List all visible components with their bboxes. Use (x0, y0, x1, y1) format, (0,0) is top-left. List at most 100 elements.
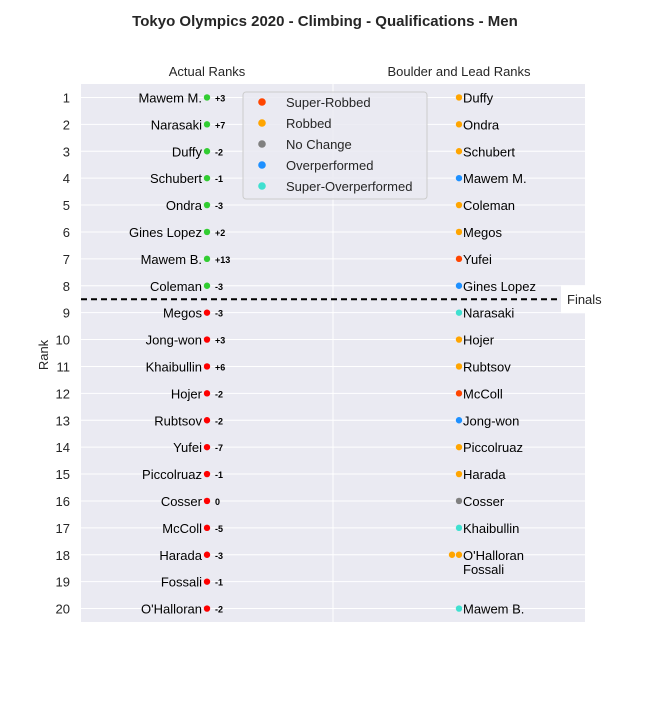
boulder-lead-label-line: Mawem B. (463, 602, 524, 617)
actual-rank-point (203, 282, 211, 289)
legend-entry-label: Robbed (286, 116, 332, 131)
actual-rank-point (203, 363, 211, 370)
boulder-lead-label-line: Coleman (463, 198, 515, 213)
boulder-lead-label-line: Hojer (463, 333, 495, 348)
actual-rank-point (203, 443, 211, 451)
rank-change-label: +13 (215, 255, 230, 265)
legend-marker (258, 140, 266, 148)
rank-change-label: -1 (215, 174, 223, 184)
boulder-lead-rank-point (455, 174, 463, 182)
legend-marker (258, 98, 266, 106)
boulder-lead-rank-point (455, 605, 463, 612)
column-header-actual: Actual Ranks (169, 64, 246, 79)
y-tick-label: 17 (56, 521, 70, 536)
boulder-lead-label-line: Jong-won (463, 413, 519, 428)
rank-change-label: -1 (215, 470, 223, 480)
rank-change-label: +3 (215, 336, 225, 346)
chart-title: Tokyo Olympics 2020 - Climbing - Qualifi… (132, 13, 518, 30)
boulder-lead-rank-point (455, 551, 463, 558)
boulder-lead-label-line: Khaibullin (463, 521, 519, 536)
boulder-lead-label-line: Duffy (463, 90, 494, 105)
actual-athlete-label: Mawem B. (141, 252, 202, 267)
boulder-lead-rank-point (455, 390, 463, 397)
legend-marker (258, 119, 266, 127)
boulder-lead-athlete-label: O'Halloran Fossali (463, 548, 524, 577)
boulder-lead-athlete-label: Harada (463, 467, 506, 482)
boulder-lead-rank-point (455, 282, 463, 289)
rank-change-label: -2 (215, 605, 223, 615)
boulder-lead-athlete-label: Schubert (463, 144, 515, 159)
y-tick-label: 8 (63, 279, 70, 294)
y-tick-label: 13 (56, 413, 70, 428)
legend-entry-label: No Change (286, 137, 352, 152)
rank-change-label: 0 (215, 497, 220, 507)
actual-athlete-label: Cosser (161, 494, 203, 509)
actual-athlete-label: Coleman (150, 279, 202, 294)
column-header-boulder-lead: Boulder and Lead Ranks (387, 64, 531, 79)
boulder-lead-rank-point (455, 417, 463, 424)
rank-change-label: -3 (215, 282, 223, 292)
actual-athlete-label: McColl (162, 521, 202, 536)
legend-box (242, 91, 428, 200)
actual-rank-point (203, 524, 211, 532)
rank-change-label: +7 (215, 120, 225, 130)
y-tick-label: 10 (56, 333, 70, 348)
boulder-lead-label-line: Ondra (463, 117, 500, 132)
boulder-lead-rank-point (455, 497, 463, 505)
boulder-lead-athlete-label: Khaibullin (463, 521, 519, 536)
rank-change-label: -1 (215, 578, 223, 588)
finals-label: Finals (567, 292, 602, 307)
legend-marker (258, 161, 266, 169)
actual-athlete-label: Jong-won (146, 333, 202, 348)
actual-rank-point (203, 336, 211, 343)
y-tick-label: 19 (56, 575, 70, 590)
rank-change-label: -5 (215, 524, 223, 534)
actual-rank-point (203, 174, 211, 182)
y-tick-label: 15 (56, 467, 70, 482)
actual-athlete-label: Schubert (150, 171, 202, 186)
y-tick-label: 1 (63, 90, 70, 105)
boulder-lead-athlete-label: Mawem M. (463, 171, 527, 186)
actual-rank-point (203, 228, 211, 236)
y-tick-label: 18 (56, 548, 70, 563)
boulder-lead-label-line: Gines Lopez (463, 279, 536, 294)
boulder-lead-athlete-label: Rubtsov (463, 359, 511, 374)
finals-label-box (561, 285, 607, 314)
boulder-lead-label-line: Harada (463, 467, 506, 482)
actual-rank-point (203, 578, 211, 585)
actual-athlete-label: Megos (163, 306, 203, 321)
finals-cutoff: Finals (81, 285, 607, 314)
y-tick-label: 4 (63, 171, 70, 186)
actual-rank-point (203, 121, 211, 128)
boulder-lead-rank-point (455, 121, 463, 128)
y-tick-label: 14 (56, 440, 70, 455)
y-tick-label: 6 (63, 225, 70, 240)
rank-change-label: -2 (215, 147, 223, 157)
boulder-lead-athlete-label: Megos (463, 225, 503, 240)
boulder-lead-label-line: Schubert (463, 144, 515, 159)
actual-rank-point (203, 255, 211, 263)
legend-marker (258, 182, 266, 190)
boulder-lead-athlete-label: Jong-won (463, 413, 519, 428)
boulder-lead-athlete-label: Ondra (463, 117, 500, 132)
rank-change-label: -2 (215, 416, 223, 426)
boulder-lead-athlete-label: Coleman (463, 198, 515, 213)
boulder-lead-label-line: Narasaki (463, 306, 514, 321)
boulder-lead-rank-point (455, 201, 463, 209)
rank-change-label: -3 (215, 551, 223, 561)
actual-athlete-label: O'Halloran (141, 602, 202, 617)
y-axis-label: Rank (36, 339, 51, 370)
boulder-lead-athlete-label: Piccolruaz (463, 440, 523, 455)
actual-rank-point (203, 551, 211, 558)
boulder-lead-label-line: Piccolruaz (463, 440, 523, 455)
rank-change-label: -7 (215, 443, 223, 453)
actual-rank-point (203, 390, 211, 397)
boulder-lead-label-line: Cosser (463, 494, 505, 509)
actual-ranks-series: Mawem M. +3 Narasaki +7 Duffy -2 Schubert -1 Ond… (129, 90, 230, 616)
actual-rank-point (203, 148, 211, 155)
boulder-lead-label-line: Megos (463, 225, 503, 240)
y-tick-label: 16 (56, 494, 70, 509)
legend-entry-label: Overperformed (286, 158, 373, 173)
boulder-lead-label-line: McColl (463, 386, 503, 401)
